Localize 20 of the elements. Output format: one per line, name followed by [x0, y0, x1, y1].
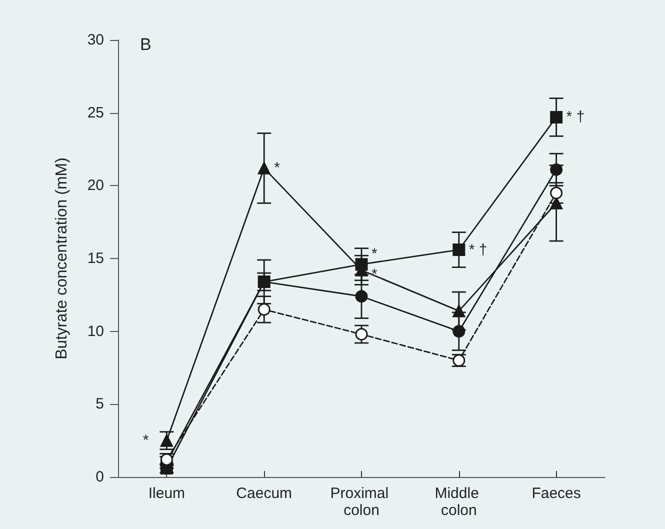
- annotation: * †: [566, 108, 585, 126]
- y-tick-label: 25: [87, 104, 104, 122]
- x-tick-label: Caecum: [236, 485, 292, 502]
- y-tick-label: 15: [87, 250, 104, 267]
- y-tick-label: 0: [96, 468, 104, 486]
- x-tick-label: Ileum: [148, 485, 186, 502]
- annotation: *: [372, 266, 378, 284]
- y-tick-label: 20: [87, 177, 104, 194]
- annotation: *: [372, 246, 378, 263]
- y-axis-title: Butyrate concentration (mM): [54, 158, 70, 360]
- annotation: B: [140, 35, 152, 54]
- y-tick-label: 30: [87, 32, 104, 48]
- annotation: * †: [468, 241, 488, 258]
- y-tick-label: 5: [96, 396, 104, 413]
- annotation: *: [142, 432, 149, 450]
- x-tick-label: Proximal colon: [330, 485, 393, 519]
- annotation: *: [274, 160, 280, 177]
- x-tick-label: Middle colon: [434, 485, 484, 519]
- x-tick-label: Faeces: [532, 485, 581, 502]
- y-tick-label: 10: [87, 322, 104, 340]
